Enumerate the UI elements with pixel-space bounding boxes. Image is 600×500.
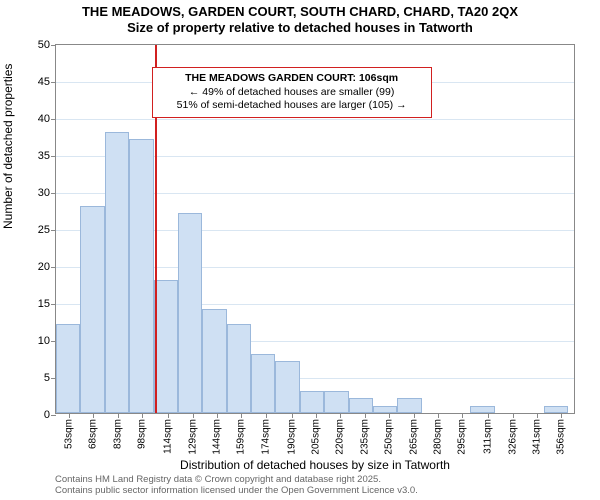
y-axis-label: Number of detached properties bbox=[1, 64, 15, 229]
histogram-bar bbox=[373, 406, 397, 413]
annotation-box: THE MEADOWS GARDEN COURT: 106sqm← 49% of… bbox=[152, 67, 432, 118]
x-tick-mark bbox=[168, 413, 169, 418]
y-tick-mark bbox=[51, 415, 56, 416]
y-tick-label: 5 bbox=[44, 372, 50, 384]
y-tick-mark bbox=[51, 156, 56, 157]
y-tick-mark bbox=[51, 119, 56, 120]
x-tick-mark bbox=[118, 413, 119, 418]
x-tick-label: 265sqm bbox=[408, 419, 419, 455]
x-tick-mark bbox=[266, 413, 267, 418]
histogram-bar bbox=[56, 324, 80, 413]
x-tick-mark bbox=[513, 413, 514, 418]
y-tick-label: 20 bbox=[38, 261, 50, 273]
histogram-bar bbox=[178, 213, 202, 413]
x-tick-label: 295sqm bbox=[457, 419, 468, 455]
title-line-2: Size of property relative to detached ho… bbox=[0, 20, 600, 36]
y-tick-label: 40 bbox=[38, 113, 50, 125]
x-tick-mark bbox=[561, 413, 562, 418]
x-tick-label: 114sqm bbox=[163, 419, 174, 454]
histogram-bar bbox=[154, 280, 178, 413]
histogram-bar bbox=[105, 132, 129, 413]
y-tick-mark bbox=[51, 45, 56, 46]
y-tick-label: 30 bbox=[38, 187, 50, 199]
plot-area: 0510152025303540455053sqm68sqm83sqm98sqm… bbox=[55, 44, 575, 414]
histogram-bar bbox=[397, 398, 421, 413]
x-tick-mark bbox=[365, 413, 366, 418]
y-tick-label: 50 bbox=[38, 39, 50, 51]
x-tick-mark bbox=[241, 413, 242, 418]
x-tick-mark bbox=[292, 413, 293, 418]
annotation-line: THE MEADOWS GARDEN COURT: 106sqm bbox=[161, 72, 423, 86]
histogram-bar bbox=[300, 391, 324, 413]
x-tick-label: 129sqm bbox=[187, 419, 198, 455]
x-tick-label: 326sqm bbox=[507, 419, 518, 455]
histogram-bar bbox=[80, 206, 104, 413]
x-tick-label: 280sqm bbox=[432, 419, 443, 455]
histogram-bar bbox=[251, 354, 275, 413]
x-tick-label: 205sqm bbox=[311, 419, 322, 455]
x-tick-label: 190sqm bbox=[286, 419, 297, 455]
x-tick-mark bbox=[340, 413, 341, 418]
histogram-bar bbox=[227, 324, 251, 413]
x-tick-mark bbox=[438, 413, 439, 418]
x-tick-label: 220sqm bbox=[335, 419, 346, 455]
histogram-bar bbox=[129, 139, 153, 413]
x-tick-label: 144sqm bbox=[211, 419, 222, 455]
x-tick-label: 250sqm bbox=[384, 419, 395, 455]
y-tick-label: 45 bbox=[38, 76, 50, 88]
x-tick-label: 235sqm bbox=[359, 419, 370, 455]
y-tick-label: 15 bbox=[38, 298, 50, 310]
attribution-footer: Contains HM Land Registry data © Crown c… bbox=[55, 475, 418, 497]
histogram-bar bbox=[470, 406, 494, 413]
x-tick-label: 98sqm bbox=[137, 419, 148, 449]
y-tick-mark bbox=[51, 267, 56, 268]
x-tick-mark bbox=[462, 413, 463, 418]
annotation-line: ← 49% of detached houses are smaller (99… bbox=[161, 86, 423, 100]
chart-container: THE MEADOWS, GARDEN COURT, SOUTH CHARD, … bbox=[0, 0, 600, 500]
x-tick-mark bbox=[142, 413, 143, 418]
y-tick-mark bbox=[51, 230, 56, 231]
x-tick-mark bbox=[389, 413, 390, 418]
annotation-line: 51% of semi-detached houses are larger (… bbox=[161, 99, 423, 113]
histogram-bar bbox=[324, 391, 348, 413]
gridline bbox=[56, 119, 574, 120]
x-tick-mark bbox=[193, 413, 194, 418]
x-tick-mark bbox=[93, 413, 94, 418]
y-tick-label: 25 bbox=[38, 224, 50, 236]
y-tick-mark bbox=[51, 82, 56, 83]
x-tick-mark bbox=[414, 413, 415, 418]
histogram-bar bbox=[544, 406, 568, 413]
x-tick-mark bbox=[217, 413, 218, 418]
x-tick-label: 341sqm bbox=[532, 419, 543, 455]
x-axis-label: Distribution of detached houses by size … bbox=[55, 458, 575, 472]
histogram-bar bbox=[202, 309, 226, 413]
chart-title: THE MEADOWS, GARDEN COURT, SOUTH CHARD, … bbox=[0, 4, 600, 37]
title-line-1: THE MEADOWS, GARDEN COURT, SOUTH CHARD, … bbox=[0, 4, 600, 20]
histogram-bar bbox=[349, 398, 373, 413]
x-tick-label: 159sqm bbox=[236, 419, 247, 455]
x-tick-label: 174sqm bbox=[260, 419, 271, 455]
x-tick-mark bbox=[69, 413, 70, 418]
histogram-bar bbox=[275, 361, 299, 413]
y-tick-mark bbox=[51, 304, 56, 305]
y-tick-label: 10 bbox=[38, 335, 50, 347]
x-tick-mark bbox=[316, 413, 317, 418]
y-tick-label: 0 bbox=[44, 409, 50, 421]
x-tick-label: 356sqm bbox=[556, 419, 567, 455]
x-tick-label: 83sqm bbox=[112, 419, 123, 449]
y-tick-mark bbox=[51, 193, 56, 194]
x-tick-label: 311sqm bbox=[483, 419, 494, 454]
x-tick-mark bbox=[488, 413, 489, 418]
x-tick-label: 68sqm bbox=[88, 419, 99, 449]
x-tick-label: 53sqm bbox=[64, 419, 75, 449]
footer-line-2: Contains public sector information licen… bbox=[55, 486, 418, 497]
y-tick-label: 35 bbox=[38, 150, 50, 162]
x-tick-mark bbox=[537, 413, 538, 418]
